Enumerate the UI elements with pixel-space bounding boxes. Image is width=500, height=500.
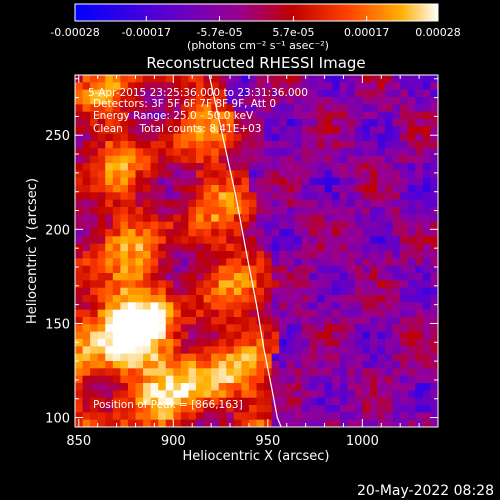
- colorbar-tick-label: -0.00017: [122, 26, 171, 39]
- colorbar-tick-label: 0.00028: [415, 26, 461, 39]
- solar-limb-line: [208, 75, 282, 427]
- y-tick-label: 150: [45, 317, 70, 332]
- annotation-peak-position: Position of Peak = [866,163]: [93, 399, 243, 411]
- colorbar-tick-label: 0.00017: [344, 26, 390, 39]
- x-axis: 850 900 950 1000: [66, 75, 439, 449]
- y-tick-label: 100: [45, 412, 70, 427]
- x-axis-title: Heliocentric X (arcsec): [183, 449, 330, 464]
- annotation-detectors: Detectors: 3F 5F 6F 7F 8F 9F, Att 0: [93, 98, 276, 110]
- x-tick-label: 900: [161, 434, 186, 449]
- colorbar-gradient: [75, 4, 438, 21]
- y-tick-label: 200: [45, 223, 70, 238]
- colorbar-unit-label: (photons cm⁻² s⁻¹ asec⁻²): [187, 39, 329, 52]
- colorbar-frame: [74, 3, 439, 22]
- annotation-time-range: 5-Apr-2015 23:25:36.000 to 23:31:36.000: [88, 87, 308, 99]
- colorbar-tick-label: -0.00028: [50, 26, 99, 39]
- colorbar-tick-label: -5.7e-05: [196, 26, 242, 39]
- colorbar-tick-label: 5.7e-05: [272, 26, 314, 39]
- annotation-energy-range: Energy Range: 25.0 - 50.0 keV: [93, 110, 254, 122]
- annotation-clean-counts: Clean Total counts: 8.41E+03: [93, 123, 262, 135]
- colorbar-ticks: -0.00028 -0.00017 -5.7e-05 5.7e-05 0.00017 0.…: [50, 16, 461, 39]
- x-tick-label: 1000: [346, 434, 379, 449]
- heatmap-image: [75, 75, 438, 427]
- x-tick-label: 950: [255, 434, 280, 449]
- x-tick-label: 850: [66, 434, 91, 449]
- y-axis-title: Heliocentric Y (arcsec): [25, 178, 40, 324]
- plot-frame: [74, 74, 439, 428]
- y-tick-label: 250: [45, 129, 70, 144]
- footer-timestamp: 20-May-2022 08:28: [357, 483, 494, 499]
- y-axis: 100 150 200 250: [45, 78, 438, 427]
- chart-title: Reconstructed RHESSI Image: [146, 54, 365, 72]
